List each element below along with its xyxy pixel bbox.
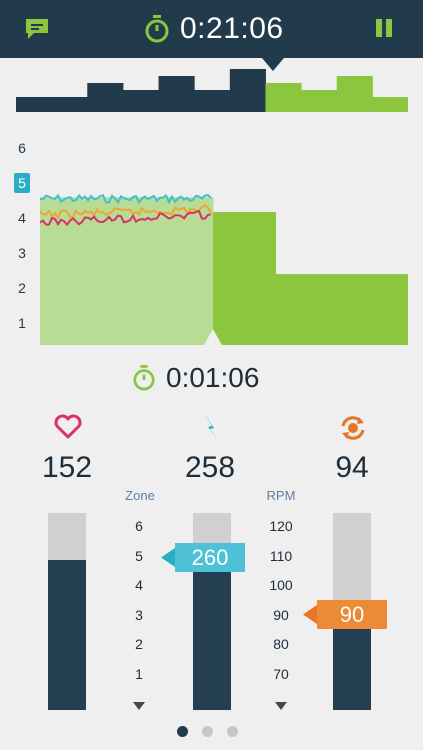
zone-axis-label: 2 [18,280,26,296]
zone-segment [275,274,408,345]
chat-icon[interactable] [24,17,50,41]
cadence-value: 94 [335,451,369,484]
pause-button[interactable] [376,19,392,37]
scale-label: 120 [269,518,293,534]
power-target-marker: 260 [161,543,245,572]
cadence-target-marker: 90 [303,600,387,629]
progress-pointer [262,58,284,71]
page-dot[interactable] [202,726,213,737]
lap-time: 0:01:06 [166,362,260,393]
scale-label: 6 [135,518,143,534]
elapsed-timer: 0:21:06 [144,12,284,46]
zone-axis-label: 1 [18,315,26,331]
page-indicator[interactable] [177,726,238,737]
workout-block [158,76,195,112]
scale-label: 80 [273,636,289,652]
power-target: 260 [175,543,245,572]
power-bar-fill [193,568,231,710]
pause-icon [376,19,382,37]
heart-rate-value: 152 [41,451,93,484]
zone-axis-label: 4 [18,210,26,226]
heart-rate-bar [48,513,86,710]
zone-header: Zone [125,488,155,503]
cadence-icon [341,416,365,440]
scale-label: 2 [135,636,143,652]
zone-axis-label: 5 [14,173,30,193]
workout-block [16,97,53,112]
cadence-target: 90 [317,600,387,629]
workout-block [51,97,88,112]
heart-icon [54,414,82,439]
current-block-chart [40,193,408,345]
zone-scroll-down-icon[interactable] [133,702,145,710]
workout-block [336,76,373,112]
scale-label: 70 [273,665,289,682]
zone-axis-label: 3 [18,245,26,261]
scale-label: 5 [135,547,143,564]
workout-block [122,90,160,112]
stopwatch-icon [145,15,169,43]
lap-timer: 0:01:06 [132,362,259,394]
lightning-icon [203,412,220,442]
workout-block [265,83,302,112]
workout-block [301,90,338,112]
rpm-scroll-down-icon[interactable] [275,702,287,710]
power-value: 258 [184,451,236,484]
zone-axis-label: 6 [18,140,26,156]
rpm-header: RPM [266,488,296,503]
workout-block [194,90,231,112]
cadence-bar-fill [333,621,371,710]
page-dot[interactable] [227,726,238,737]
scale-label: 4 [135,577,143,593]
zone-segment [212,212,277,345]
workout-block [87,83,124,112]
stopwatch-icon [133,365,155,391]
scale-label: 3 [135,606,143,623]
pointer-left-icon [303,605,317,624]
scale-label: 100 [269,577,293,593]
workout-profile-chart[interactable] [16,58,408,112]
metric-trace-line [40,193,212,205]
page-dot[interactable] [177,726,188,737]
scale-label: 1 [135,665,143,682]
top-bar: 0:21:06 [0,0,423,58]
zone-segment [40,197,214,345]
workout-block [229,69,266,112]
workout-block [372,97,408,112]
metric-trace-line [40,204,212,221]
position-notch [203,329,222,345]
metric-trace-line [40,210,212,227]
scale-label: 110 [269,547,293,564]
pointer-left-icon [161,548,175,567]
elapsed-time: 0:21:06 [180,12,284,45]
scale-label: 90 [273,606,289,623]
heart-rate-bar-fill [48,560,86,710]
